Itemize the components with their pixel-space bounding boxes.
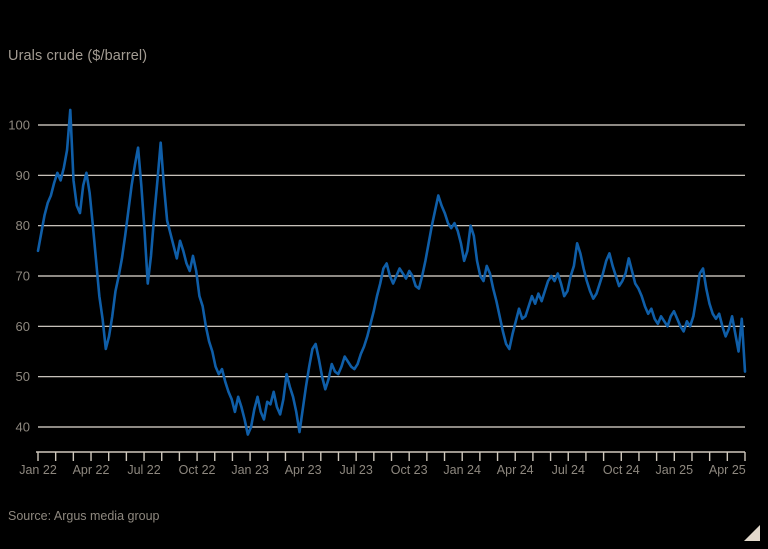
x-axis-tick-label: Apr 24 (497, 463, 534, 477)
chart-plot-area: 40 50 60 70 80 90 100 Jan 22 Apr 22 Jul 22 Oct 22… (8, 108, 747, 477)
x-axis-tick-label: Jul 22 (127, 463, 160, 477)
y-axis-tick-label: 100 (8, 118, 30, 133)
y-axis-tick-label: 90 (16, 168, 30, 183)
gridlines-group (38, 124, 745, 428)
y-axis-tick-label: 50 (16, 369, 30, 384)
x-axis-tick-labels: Jan 22 Apr 22 Jul 22 Oct 22 Jan 23 Apr 23 Jul … (19, 463, 746, 477)
source-note: Source: Argus media group (8, 509, 160, 523)
y-axis-tick-label: 60 (16, 319, 30, 334)
x-axis-tick-label: Oct 22 (179, 463, 216, 477)
x-axis-tick-label: Apr 22 (73, 463, 110, 477)
series-line-urals-crude (36, 108, 747, 436)
y-axis-tick-label: 40 (16, 420, 30, 435)
x-axis-tick-label: Jan 25 (656, 463, 694, 477)
y-axis-tick-label: 80 (16, 218, 30, 233)
x-axis-tick-label: Jul 23 (339, 463, 372, 477)
y-axis-tick-labels: 40 50 60 70 80 90 100 (8, 118, 30, 435)
x-axis-tick-label: Oct 24 (603, 463, 640, 477)
x-axis-tick-label: Jul 24 (552, 463, 585, 477)
ft-corner-logo-icon (744, 525, 760, 541)
x-axis-tick-label: Apr 25 (709, 463, 746, 477)
data-series-group (36, 108, 747, 436)
y-axis-tick-label: 70 (16, 269, 30, 284)
chart-title: Urals crude ($/barrel) (8, 48, 148, 64)
x-axis-ticks (37, 452, 746, 461)
x-axis-tick-label: Jan 22 (19, 463, 57, 477)
x-axis-tick-label: Oct 23 (391, 463, 428, 477)
x-axis-tick-label: Jan 23 (231, 463, 269, 477)
x-axis-tick-label: Apr 23 (285, 463, 322, 477)
x-axis-tick-label: Jan 24 (443, 463, 481, 477)
